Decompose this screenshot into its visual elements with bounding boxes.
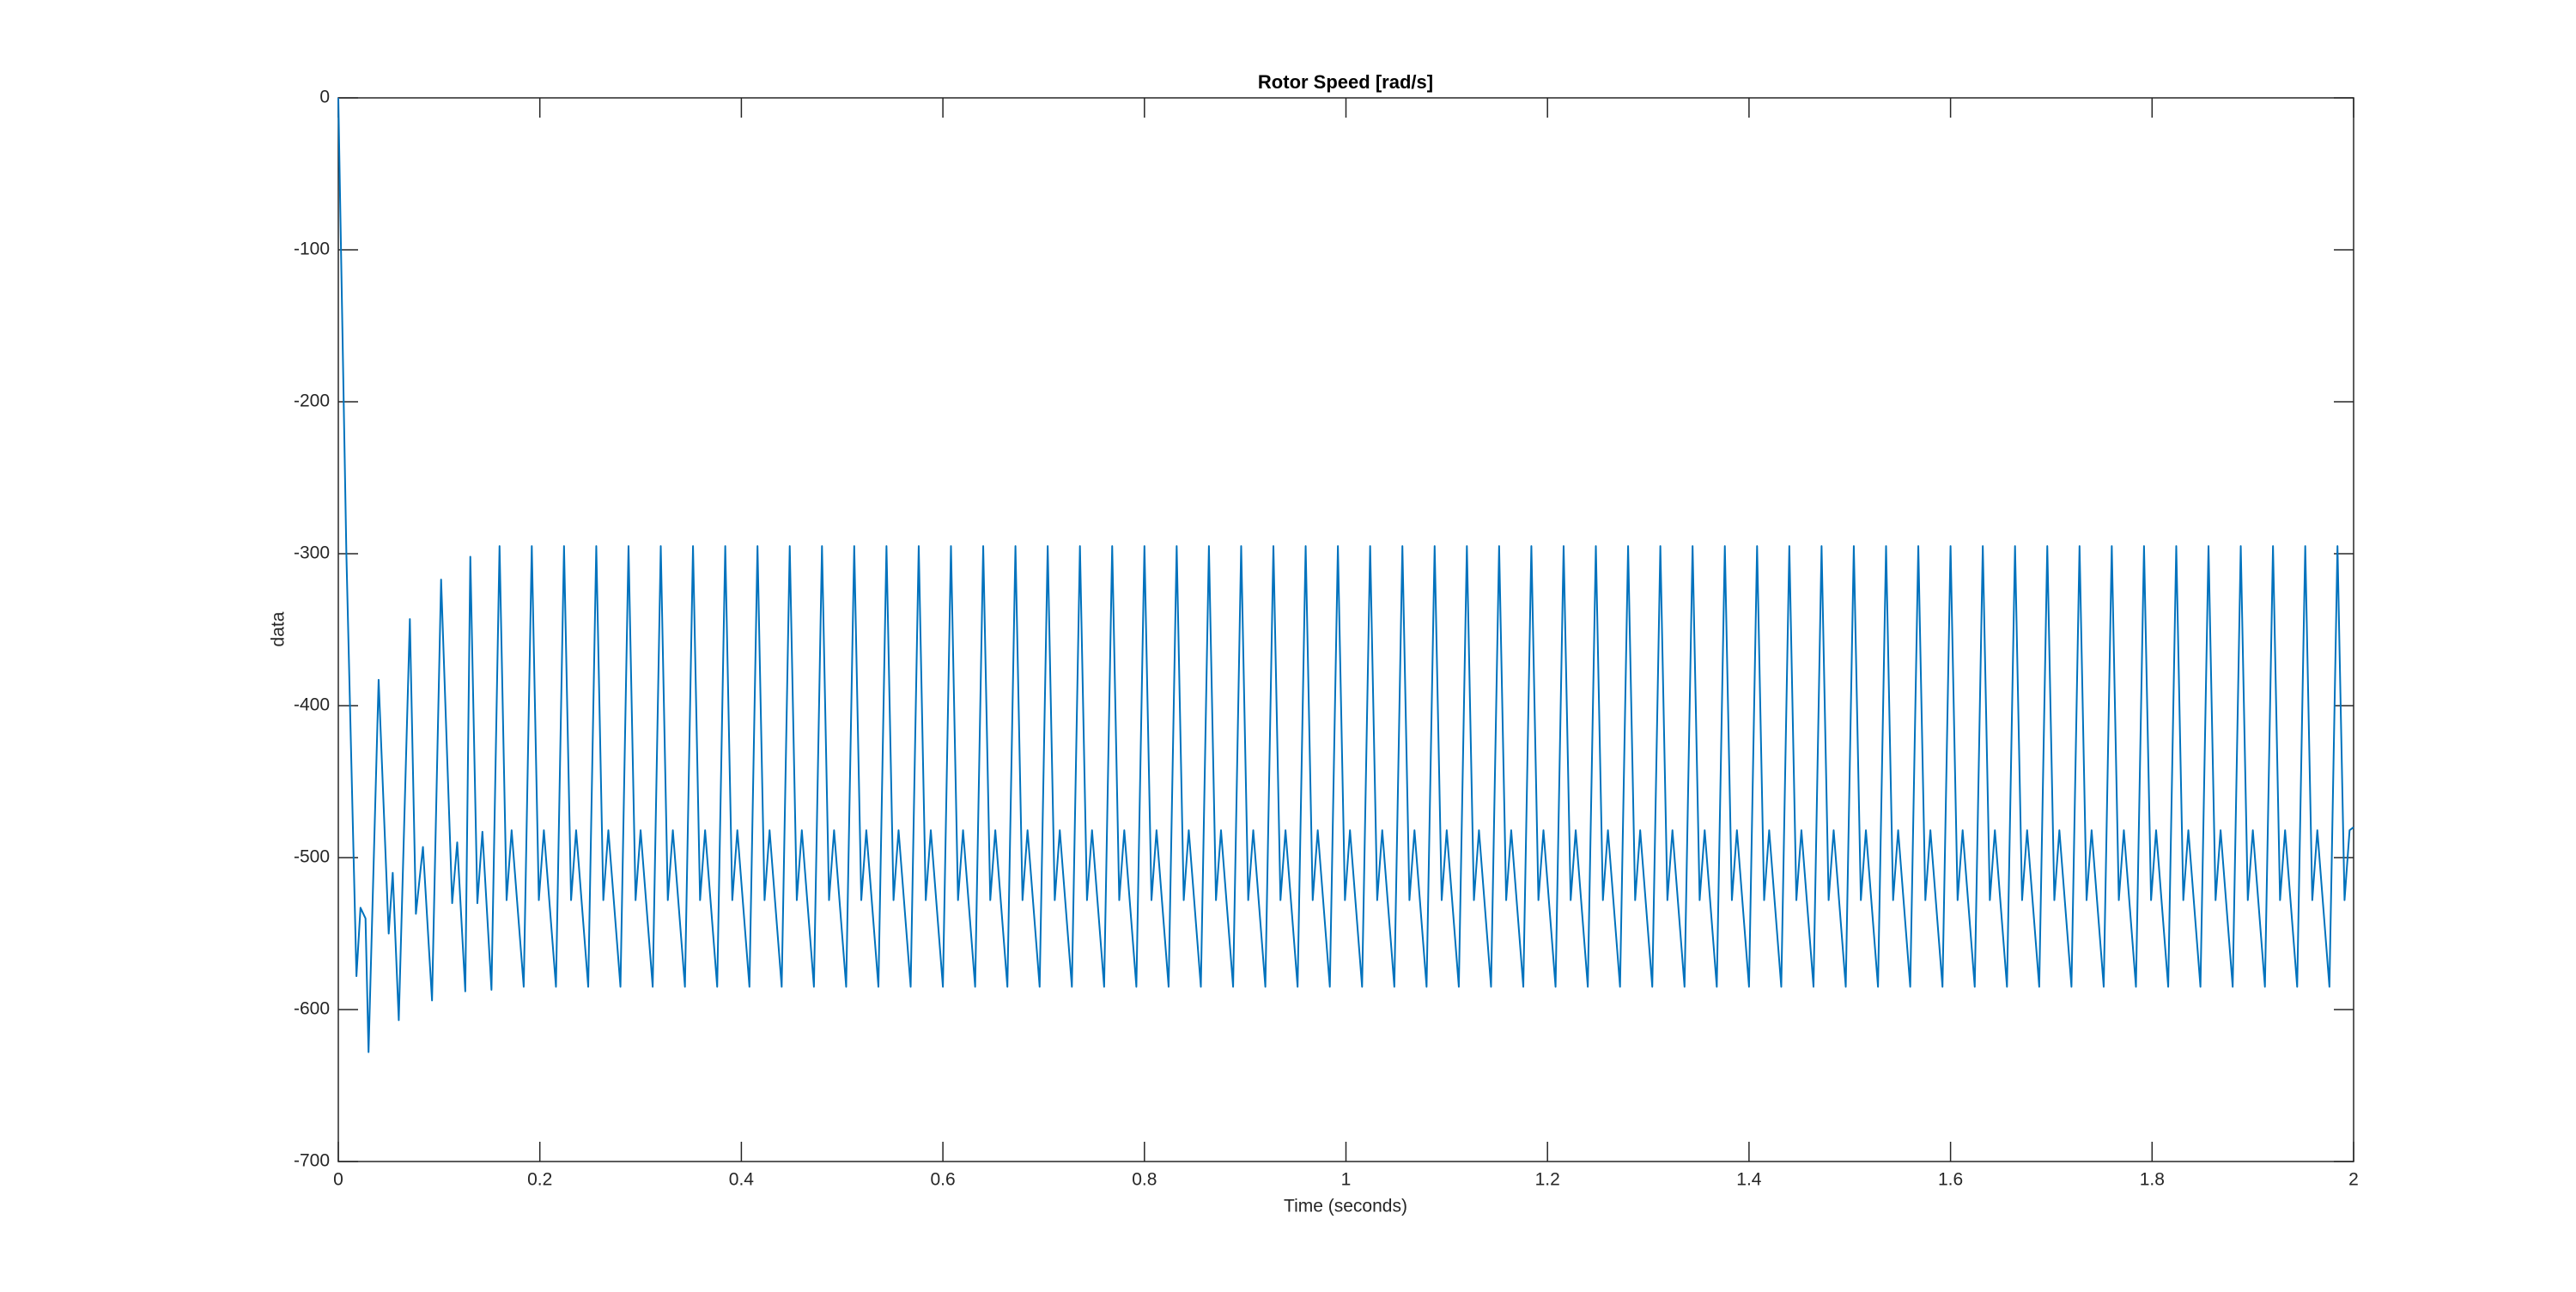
x-tick-label: 1.6 — [1938, 1170, 1963, 1190]
y-tick-label: -400 — [294, 695, 330, 715]
y-tick-label: -500 — [294, 847, 330, 867]
x-tick-label: 0 — [333, 1170, 343, 1190]
y-tick-label: 0 — [319, 88, 330, 107]
x-tick-label: 1.4 — [1736, 1170, 1762, 1190]
x-tick-label: 2 — [2348, 1170, 2359, 1190]
x-tick-label: 1.8 — [2140, 1170, 2165, 1190]
x-tick-label: 0.8 — [1132, 1170, 1157, 1190]
x-axis-label: Time (seconds) — [1284, 1197, 1407, 1216]
y-axis-label: data — [269, 611, 289, 646]
chart-title: Rotor Speed [rad/s] — [1258, 71, 1433, 93]
y-tick-label: -300 — [294, 543, 330, 563]
plot-area — [337, 97, 2354, 1162]
x-tick-label: 1.2 — [1535, 1170, 1560, 1190]
y-tick-label: -700 — [294, 1151, 330, 1171]
x-tick-label: 0.4 — [729, 1170, 755, 1190]
x-tick-label: 0.2 — [527, 1170, 552, 1190]
y-tick-label: -100 — [294, 240, 330, 259]
data-line — [337, 97, 2354, 1053]
x-tick-label: 1 — [1341, 1170, 1352, 1190]
x-tick-label: 0.6 — [930, 1170, 955, 1190]
y-tick-label: -600 — [294, 999, 330, 1019]
y-tick-label: -200 — [294, 391, 330, 411]
